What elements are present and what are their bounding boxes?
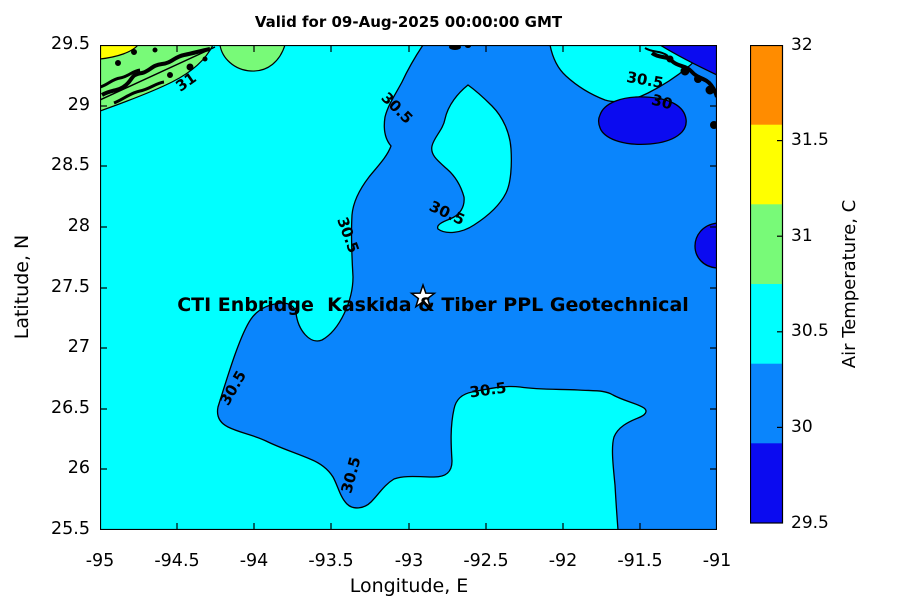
x-tick-label: -95	[85, 551, 115, 571]
colorbar-band-cyan	[750, 284, 783, 364]
colorbar-tick-label: 30	[791, 417, 813, 437]
region-green-bump	[219, 45, 286, 72]
x-tick-label: -93	[394, 551, 424, 571]
colorbar-band-yellow	[750, 124, 783, 205]
colorbar-frame	[750, 45, 784, 524]
region-cyan-island	[431, 84, 512, 234]
y-tick-label: 28	[67, 216, 90, 236]
colorbar-band-orange	[750, 45, 783, 125]
y-axis-label: Latitude, N	[11, 234, 33, 340]
x-axis-label: Longitude, E	[349, 575, 469, 597]
colorbar-tick-label: 31.5	[791, 130, 829, 150]
site-star-marker[interactable]	[409, 282, 437, 309]
x-tick-label: -93.5	[308, 551, 354, 571]
region-darkblue-blob	[597, 96, 687, 146]
x-tick-label: -92	[548, 551, 578, 571]
y-tick-label: 29	[67, 95, 90, 115]
region-darkblue-right-notch	[694, 222, 717, 269]
colorbar-tick-label: 32	[791, 35, 813, 55]
plot-frame	[100, 45, 717, 530]
y-tick-label: 27.5	[51, 277, 90, 297]
y-tick-label: 26	[67, 458, 90, 478]
coastline-scribbles-topleft	[100, 46, 216, 105]
y-tick-label: 25.5	[51, 519, 90, 539]
x-tick-label: -91	[702, 551, 732, 571]
axis-tick-marks	[100, 45, 717, 530]
plot-title: Valid for 09-Aug-2025 00:00:00 GMT	[254, 13, 563, 31]
y-tick-label: 27	[67, 337, 90, 357]
region-blue-main	[216, 45, 717, 530]
colorbar[interactable]	[750, 45, 784, 524]
x-tick-label: -94.5	[154, 551, 200, 571]
y-tick-label: 28.5	[51, 155, 90, 175]
colorbar-band-green	[750, 204, 783, 285]
coastline-scribbles-topright	[644, 47, 717, 129]
colorbar-tick-label: 29.5	[791, 513, 829, 533]
contour-map[interactable]	[100, 45, 717, 530]
colorbar-tick-label: 30.5	[791, 321, 829, 341]
colorbar-tick-label: 31	[791, 226, 813, 246]
y-tick-label: 26.5	[51, 398, 90, 418]
x-tick-label: -94	[239, 551, 269, 571]
x-tick-label: -91.5	[617, 551, 663, 571]
y-tick-label: 29.5	[51, 34, 90, 54]
colorbar-band-blue	[750, 363, 783, 444]
colorbar-axis-label: Air Temperature, C	[839, 199, 860, 369]
x-tick-label: -92.5	[463, 551, 509, 571]
colorbar-band-darkblue	[750, 443, 783, 524]
